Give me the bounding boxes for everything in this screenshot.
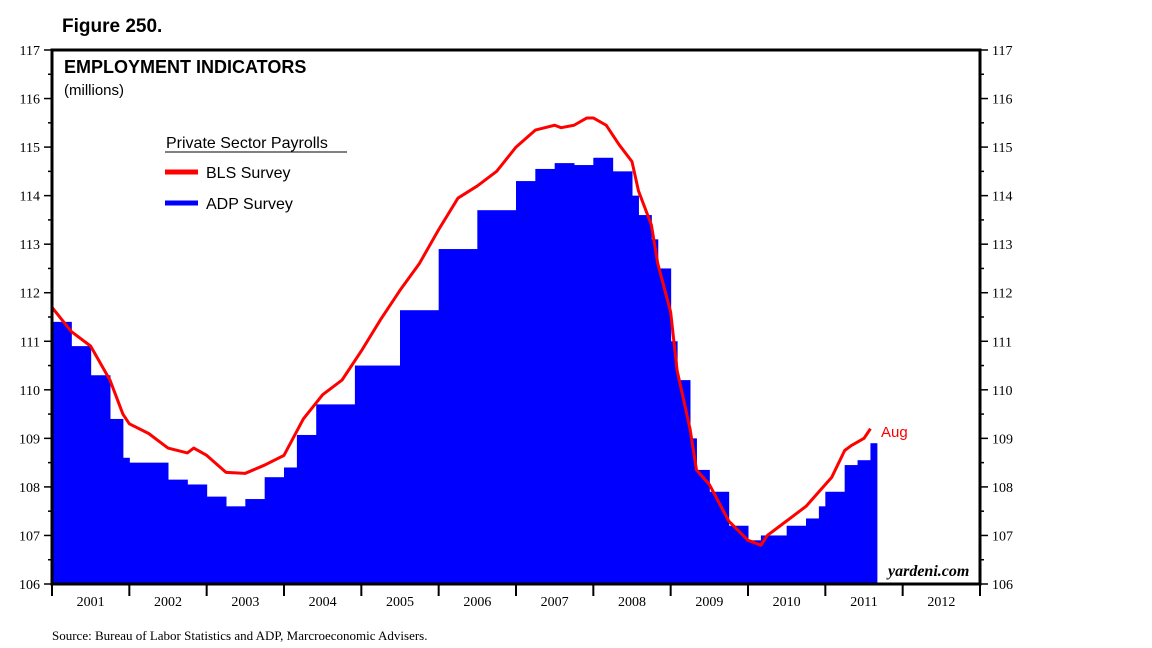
adp-bar — [206, 496, 227, 584]
adp-bar — [657, 268, 672, 584]
adp-bar — [477, 210, 517, 584]
y-tick-label-right: 106 — [992, 578, 1013, 593]
adp-bar — [651, 239, 659, 584]
y-tick-label-left: 117 — [20, 44, 40, 59]
adp-bar — [535, 168, 556, 584]
y-tick-label-left: 113 — [20, 238, 40, 253]
legend-label-adp: ADP Survey — [206, 196, 293, 213]
adp-bar — [670, 341, 678, 584]
adp-bar — [844, 465, 859, 584]
bls-line — [50, 116, 872, 547]
y-tick-label-right: 116 — [992, 93, 1012, 108]
adp-bar — [632, 195, 639, 585]
legend-label-bls: BLS Survey — [206, 165, 290, 182]
adp-bar — [90, 375, 111, 584]
x-tick-label: 2010 — [773, 595, 801, 610]
end-annotation: Aug — [881, 424, 908, 441]
y-tick-label-left: 115 — [20, 141, 40, 156]
adp-bar — [438, 249, 478, 584]
adp-bar — [574, 165, 594, 584]
y-tick-label-right: 109 — [992, 432, 1013, 447]
adp-bar — [354, 365, 401, 584]
y-tick-label-left: 109 — [19, 432, 40, 447]
adp-bar — [284, 467, 298, 584]
adp-bar — [554, 163, 575, 585]
adp-bar — [638, 215, 652, 584]
y-tick-label-right: 113 — [992, 238, 1012, 253]
y-tick-label-left: 111 — [20, 335, 40, 350]
adp-bar — [52, 321, 72, 584]
adp-bar — [296, 434, 317, 584]
source-note: Source: Bureau of Labor Statistics and A… — [52, 628, 428, 643]
watermark: yardeni.com — [886, 563, 969, 580]
y-tick-label-right: 108 — [992, 481, 1013, 496]
y-tick-label-right: 110 — [992, 384, 1012, 399]
adp-bar — [748, 540, 762, 584]
adp-bar — [110, 418, 124, 584]
adp-bar — [825, 491, 846, 584]
chart-subtitle: (millions) — [64, 82, 124, 99]
adp-bar — [690, 438, 697, 584]
adp-bar — [870, 443, 878, 584]
adp-bar — [122, 457, 130, 584]
adp-bar — [516, 181, 536, 584]
adp-bar — [818, 506, 826, 584]
adp-bar — [760, 535, 788, 584]
adp-bar — [187, 484, 208, 584]
adp-bar — [245, 499, 266, 584]
adp-bar — [728, 525, 749, 584]
x-tick-label: 2005 — [386, 595, 414, 610]
x-tick-label: 2004 — [309, 595, 337, 610]
y-tick-label-right: 111 — [992, 335, 1012, 350]
adp-bar — [786, 525, 807, 584]
adp-bar — [857, 460, 871, 584]
y-tick-label-right: 114 — [992, 190, 1012, 205]
x-tick-label: 2008 — [618, 595, 646, 610]
adp-bar — [264, 477, 285, 584]
x-tick-label: 2007 — [541, 595, 569, 610]
legend-title: Private Sector Payrolls — [166, 135, 328, 152]
adp-bar — [593, 157, 614, 584]
x-tick-label: 2011 — [850, 595, 877, 610]
y-tick-label-left: 112 — [20, 287, 40, 302]
y-tick-label-left: 114 — [20, 190, 40, 205]
x-tick-label: 2003 — [231, 595, 259, 610]
x-tick-label: 2001 — [77, 595, 105, 610]
y-tick-label-left: 110 — [20, 384, 40, 399]
adp-bar — [400, 310, 440, 584]
adp-bar — [806, 518, 820, 584]
adp-bar — [71, 346, 92, 584]
y-tick-label-left: 107 — [19, 529, 40, 544]
x-tick-label: 2002 — [154, 595, 182, 610]
y-tick-label-left: 116 — [20, 93, 40, 108]
y-tick-label-right: 112 — [992, 287, 1012, 302]
adp-bar — [168, 479, 188, 584]
adp-bar — [677, 380, 691, 584]
adp-bar — [129, 462, 169, 584]
chart-title: EMPLOYMENT INDICATORS — [64, 57, 306, 77]
x-tick-label: 2009 — [695, 595, 723, 610]
y-tick-label-left: 108 — [19, 481, 40, 496]
x-tick-label: 2012 — [927, 595, 955, 610]
x-tick-label: 2006 — [463, 595, 491, 610]
y-tick-label-right: 115 — [992, 141, 1012, 156]
y-tick-label-right: 107 — [992, 529, 1013, 544]
y-tick-label-right: 117 — [992, 44, 1012, 59]
adp-bar — [226, 506, 246, 584]
adp-bar — [316, 404, 356, 584]
adp-bar — [612, 171, 633, 584]
adp-bar — [696, 469, 710, 584]
figure-label: Figure 250. — [62, 16, 163, 37]
y-tick-label-left: 106 — [19, 578, 40, 593]
